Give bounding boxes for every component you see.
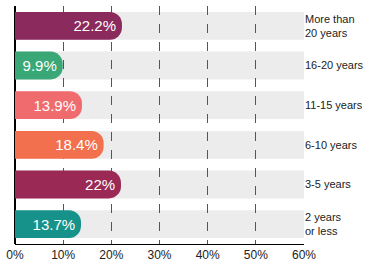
svg-text:0%: 0% (6, 248, 24, 262)
svg-text:10%: 10% (51, 248, 75, 262)
svg-text:6-10 years: 6-10 years (305, 139, 357, 151)
svg-text:9.9%: 9.9% (23, 57, 57, 74)
svg-text:More than20 years: More than20 years (305, 13, 355, 39)
svg-text:22%: 22% (85, 176, 115, 193)
svg-text:40%: 40% (196, 248, 220, 262)
svg-text:3-5 years: 3-5 years (305, 178, 351, 190)
svg-text:11-15 years: 11-15 years (305, 99, 363, 111)
svg-text:20%: 20% (99, 248, 123, 262)
svg-text:13.7%: 13.7% (33, 216, 76, 233)
svg-text:50%: 50% (244, 248, 268, 262)
svg-text:13.9%: 13.9% (34, 97, 77, 114)
svg-text:16-20 years: 16-20 years (305, 59, 364, 71)
svg-text:22.2%: 22.2% (73, 17, 116, 34)
svg-text:2 yearsor less: 2 yearsor less (305, 211, 342, 237)
svg-text:60%: 60% (292, 248, 316, 262)
svg-text:30%: 30% (147, 248, 171, 262)
svg-text:18.4%: 18.4% (55, 136, 98, 153)
